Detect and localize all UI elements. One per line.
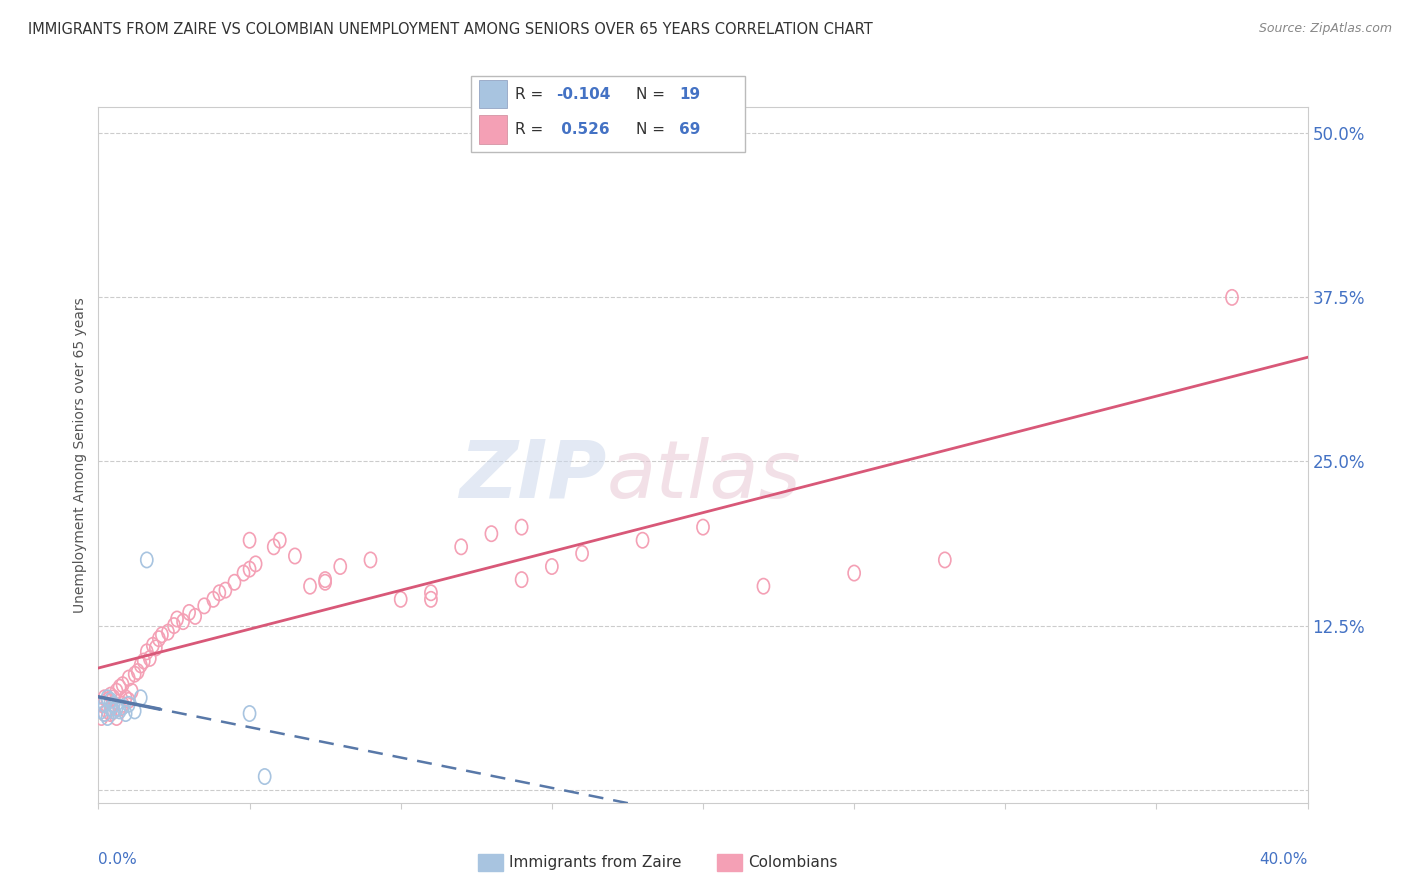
- Text: ZIP: ZIP: [458, 437, 606, 515]
- Y-axis label: Unemployment Among Seniors over 65 years: Unemployment Among Seniors over 65 years: [73, 297, 87, 613]
- Text: N =: N =: [636, 122, 669, 137]
- Text: 40.0%: 40.0%: [1260, 852, 1308, 866]
- Bar: [479, 115, 506, 144]
- Text: 0.0%: 0.0%: [98, 852, 138, 866]
- Text: N =: N =: [636, 87, 669, 102]
- Text: atlas: atlas: [606, 437, 801, 515]
- Text: -0.104: -0.104: [555, 87, 610, 102]
- Text: Source: ZipAtlas.com: Source: ZipAtlas.com: [1258, 22, 1392, 36]
- Bar: [479, 79, 506, 109]
- Text: IMMIGRANTS FROM ZAIRE VS COLOMBIAN UNEMPLOYMENT AMONG SENIORS OVER 65 YEARS CORR: IMMIGRANTS FROM ZAIRE VS COLOMBIAN UNEMP…: [28, 22, 873, 37]
- Text: R =: R =: [515, 87, 548, 102]
- Text: R =: R =: [515, 122, 548, 137]
- Text: 19: 19: [679, 87, 700, 102]
- Text: 69: 69: [679, 122, 700, 137]
- Text: Immigrants from Zaire: Immigrants from Zaire: [509, 855, 682, 870]
- Text: 0.526: 0.526: [555, 122, 610, 137]
- FancyBboxPatch shape: [471, 76, 745, 152]
- Text: Colombians: Colombians: [748, 855, 838, 870]
